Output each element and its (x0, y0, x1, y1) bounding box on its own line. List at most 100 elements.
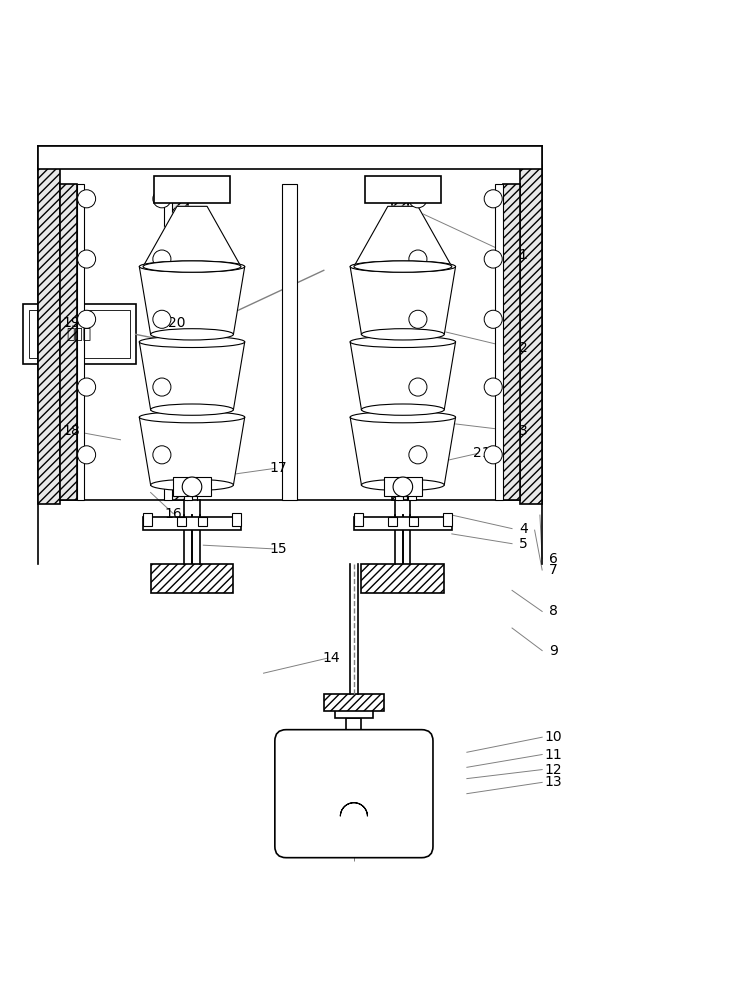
Bar (361, 564, 444, 593)
Bar (365, 176, 441, 203)
Circle shape (78, 250, 96, 268)
Text: 15: 15 (270, 542, 288, 556)
Bar (503, 184, 520, 500)
FancyBboxPatch shape (275, 730, 433, 858)
Ellipse shape (139, 261, 245, 272)
Ellipse shape (151, 479, 233, 491)
Bar (184, 265, 192, 500)
Text: 6: 6 (549, 552, 558, 566)
Bar (154, 176, 230, 203)
Circle shape (484, 446, 502, 464)
Circle shape (409, 446, 427, 464)
Bar (77, 184, 84, 500)
Bar (23, 304, 136, 364)
Text: 16: 16 (164, 507, 182, 521)
Text: 2: 2 (519, 341, 528, 355)
Bar (324, 767, 384, 820)
Text: 11: 11 (544, 748, 562, 762)
Text: 12: 12 (544, 763, 562, 777)
Text: 记录仪: 记录仪 (66, 327, 92, 341)
Bar (282, 184, 297, 500)
Circle shape (78, 446, 96, 464)
Bar (177, 517, 186, 526)
Bar (354, 517, 452, 530)
Circle shape (393, 477, 413, 497)
Text: 21: 21 (473, 446, 491, 460)
Bar (520, 165, 542, 504)
Ellipse shape (361, 479, 444, 491)
Ellipse shape (361, 404, 444, 415)
Bar (443, 513, 452, 526)
Text: 3: 3 (519, 424, 528, 438)
Text: 5: 5 (519, 537, 528, 551)
Ellipse shape (361, 329, 444, 340)
Text: 8: 8 (549, 604, 558, 618)
Text: 13: 13 (544, 775, 562, 789)
Ellipse shape (151, 404, 233, 415)
Circle shape (409, 250, 427, 268)
Circle shape (484, 250, 502, 268)
Bar (172, 184, 188, 500)
Bar (409, 517, 418, 526)
Polygon shape (139, 267, 245, 334)
Bar (395, 265, 403, 500)
Bar (408, 184, 416, 500)
Text: 9: 9 (549, 644, 558, 658)
Circle shape (153, 190, 171, 208)
Bar (232, 513, 241, 526)
Bar (495, 184, 503, 500)
Bar (173, 477, 211, 496)
Ellipse shape (139, 412, 245, 423)
Bar (164, 184, 172, 500)
Polygon shape (139, 342, 245, 410)
Ellipse shape (151, 329, 233, 340)
Bar (198, 517, 207, 526)
Polygon shape (350, 342, 456, 410)
Bar (151, 564, 233, 593)
Circle shape (409, 310, 427, 328)
Text: 1: 1 (519, 248, 528, 262)
Ellipse shape (350, 261, 456, 272)
Polygon shape (350, 267, 456, 334)
Text: 7: 7 (549, 563, 558, 577)
Circle shape (484, 310, 502, 328)
Bar (38, 146, 542, 169)
Polygon shape (350, 417, 456, 485)
Ellipse shape (139, 336, 245, 348)
Bar (279, 737, 429, 748)
Text: 18: 18 (62, 424, 81, 438)
Ellipse shape (350, 412, 456, 423)
Polygon shape (354, 206, 452, 267)
Bar (392, 184, 408, 500)
Bar (335, 709, 373, 718)
Circle shape (78, 190, 96, 208)
Circle shape (78, 310, 96, 328)
Bar (324, 694, 384, 711)
Circle shape (153, 446, 171, 464)
Bar (346, 718, 361, 737)
Text: 14: 14 (322, 651, 340, 665)
Circle shape (153, 250, 171, 268)
Bar (60, 184, 77, 500)
Circle shape (484, 190, 502, 208)
Bar (143, 513, 152, 526)
Bar (354, 513, 363, 526)
Ellipse shape (143, 261, 241, 272)
Circle shape (409, 378, 427, 396)
Circle shape (409, 190, 427, 208)
Bar (143, 517, 241, 530)
Text: 4: 4 (519, 522, 528, 536)
Circle shape (153, 378, 171, 396)
Text: 19: 19 (62, 316, 81, 330)
Text: 10: 10 (544, 730, 562, 744)
Wedge shape (340, 803, 367, 816)
Circle shape (182, 477, 202, 497)
Polygon shape (139, 417, 245, 485)
Circle shape (153, 310, 171, 328)
Polygon shape (143, 206, 241, 267)
Bar (384, 477, 422, 496)
Circle shape (484, 378, 502, 396)
Bar (38, 165, 60, 504)
Circle shape (78, 378, 96, 396)
Ellipse shape (350, 336, 456, 348)
